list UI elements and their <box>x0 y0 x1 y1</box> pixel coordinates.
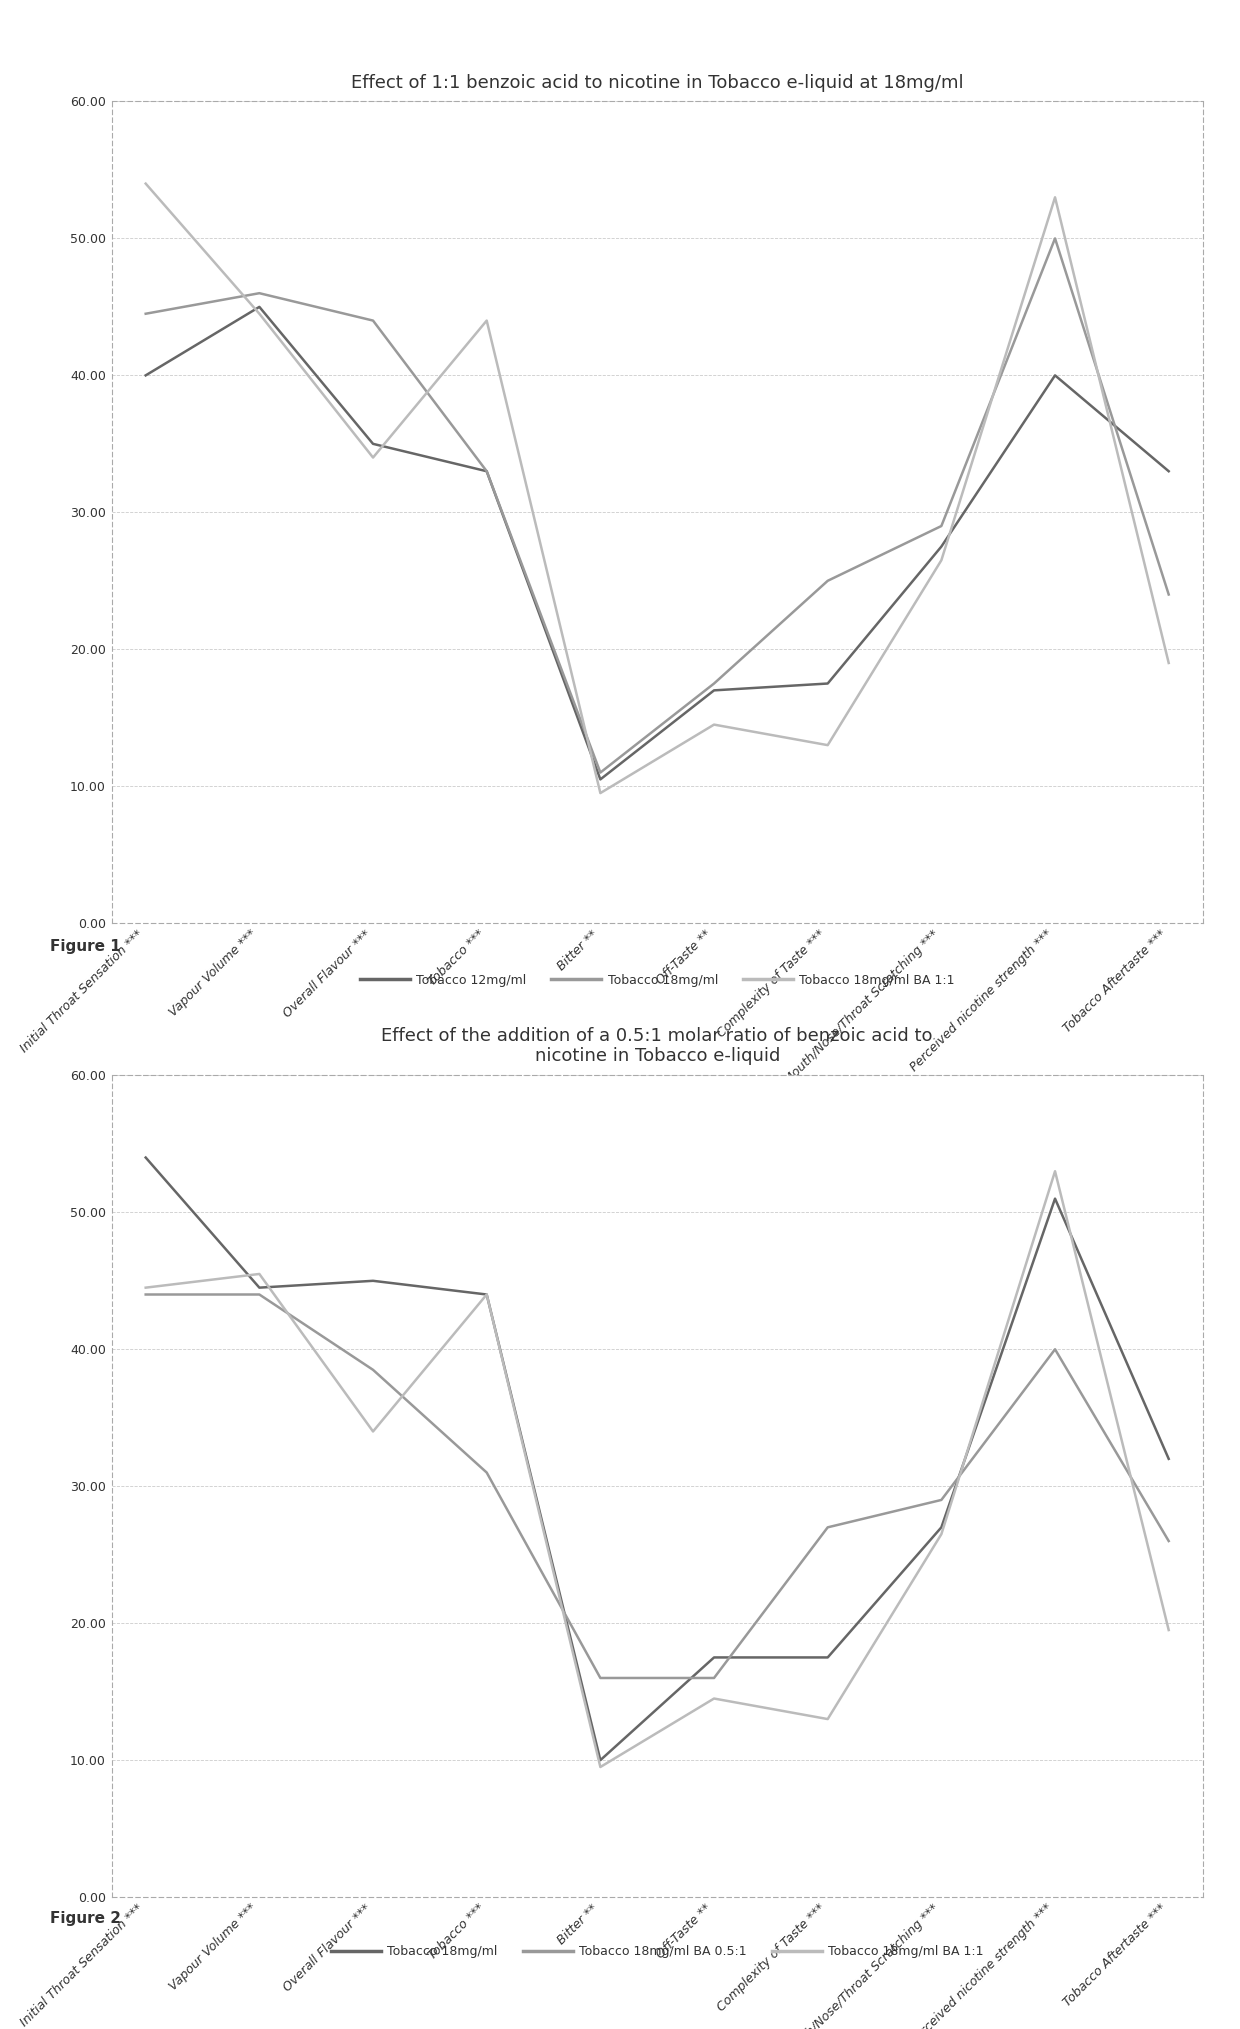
Text: Figure 2: Figure 2 <box>50 1911 120 1926</box>
Title: Effect of the addition of a 0.5:1 molar ratio of benzoic acid to
nicotine in Tob: Effect of the addition of a 0.5:1 molar … <box>382 1027 932 1065</box>
Legend: Tobacco 12mg/ml, Tobacco 18mg/ml, Tobacco 18mg/ml BA 1:1: Tobacco 12mg/ml, Tobacco 18mg/ml, Tobacc… <box>355 968 960 992</box>
Legend: Tobacco 18mg/ml, Tobacco 18mg/ml BA 0.5:1, Tobacco 18mg/ml BA 1:1: Tobacco 18mg/ml, Tobacco 18mg/ml BA 0.5:… <box>326 1940 988 1964</box>
Text: Figure 1: Figure 1 <box>50 939 120 954</box>
Title: Effect of 1:1 benzoic acid to nicotine in Tobacco e-liquid at 18mg/ml: Effect of 1:1 benzoic acid to nicotine i… <box>351 73 963 91</box>
